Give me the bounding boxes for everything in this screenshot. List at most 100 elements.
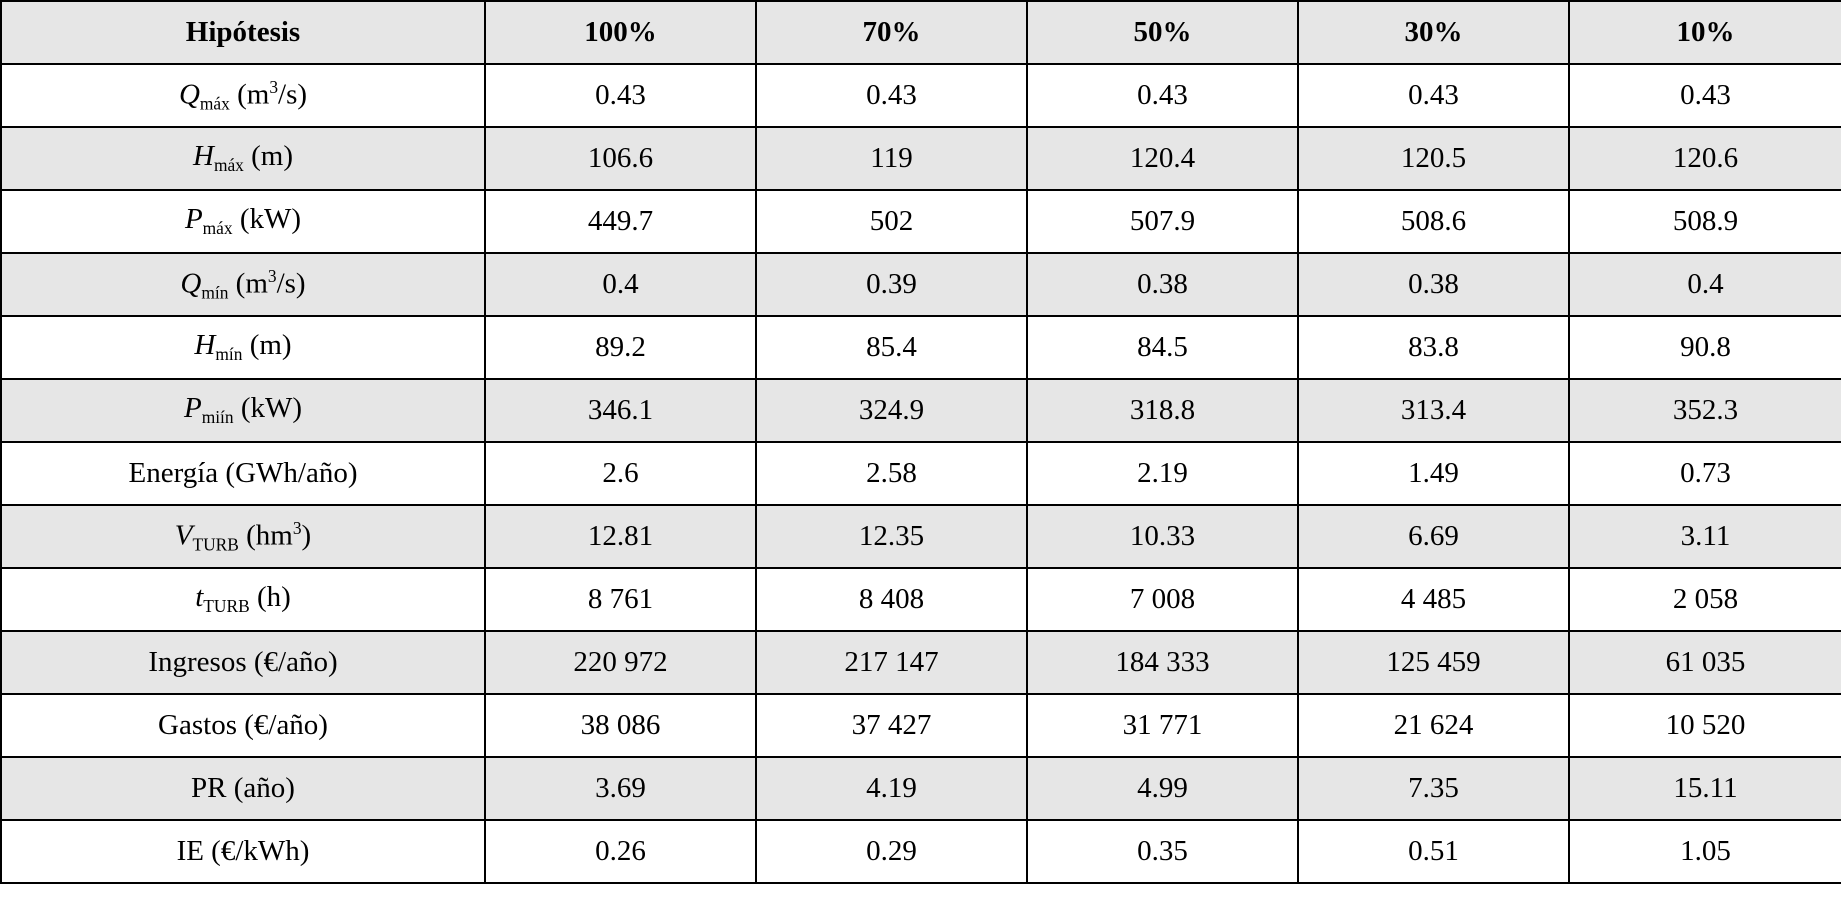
value-cell: 4.99 bbox=[1026, 756, 1299, 821]
value-cell: 38 086 bbox=[484, 693, 757, 758]
label-part: 3 bbox=[269, 76, 279, 97]
value-cell: 8 761 bbox=[484, 567, 757, 632]
value-cell: 0.38 bbox=[1297, 252, 1570, 317]
table-row: Gastos (€/año) 38 086 37 427 31 771 21 624 10… bbox=[0, 693, 1841, 758]
header-cell: 30% bbox=[1297, 0, 1570, 65]
label-part: (m bbox=[228, 267, 268, 300]
row-label: Ingresos (€/año) bbox=[0, 630, 486, 695]
value-cell: 508.6 bbox=[1297, 189, 1570, 254]
table-row: Pmiín (kW) 346.1 324.9 318.8 313.4 352.3 bbox=[0, 378, 1841, 443]
row-label: Pmiín (kW) bbox=[0, 378, 486, 443]
value-cell: 0.51 bbox=[1297, 819, 1570, 884]
label-part: TURB bbox=[203, 596, 250, 617]
value-cell: 2 058 bbox=[1568, 567, 1841, 632]
value-cell: 85.4 bbox=[755, 315, 1028, 380]
label-part: ) bbox=[301, 519, 312, 552]
value-cell: 0.43 bbox=[755, 63, 1028, 128]
value-cell: 184 333 bbox=[1026, 630, 1299, 695]
value-cell: 12.35 bbox=[755, 504, 1028, 569]
header-cell: Hipótesis bbox=[0, 0, 486, 65]
value-cell: 0.38 bbox=[1026, 252, 1299, 317]
header-cell: 50% bbox=[1026, 0, 1299, 65]
value-cell: 7 008 bbox=[1026, 567, 1299, 632]
label-part: máx bbox=[213, 155, 244, 176]
label-part: mín bbox=[215, 344, 243, 365]
row-label: tTURB (h) bbox=[0, 567, 486, 632]
label-part: Q bbox=[178, 78, 200, 111]
label-part: máx bbox=[202, 218, 233, 239]
label-part: P bbox=[184, 203, 203, 236]
value-cell: 15.11 bbox=[1568, 756, 1841, 821]
label-part: Gastos (€/año) bbox=[158, 709, 328, 741]
table-row: IE (€/kWh) 0.26 0.29 0.35 0.51 1.05 bbox=[0, 819, 1841, 884]
label-part: Ingresos (€/año) bbox=[148, 646, 338, 678]
table-row: Hmín (m) 89.2 85.4 84.5 83.8 90.8 bbox=[0, 315, 1841, 380]
label-part: (m bbox=[229, 78, 270, 111]
header-cell: 70% bbox=[755, 0, 1028, 65]
label-part: V bbox=[174, 519, 193, 552]
value-cell: 10 520 bbox=[1568, 693, 1841, 758]
value-cell: 8 408 bbox=[755, 567, 1028, 632]
row-label: IE (€/kWh) bbox=[0, 819, 486, 884]
label-part: /s) bbox=[276, 267, 306, 300]
header-cell: 100% bbox=[484, 0, 757, 65]
row-label: VTURB (hm3) bbox=[0, 504, 486, 569]
value-cell: 106.6 bbox=[484, 126, 757, 191]
value-cell: 352.3 bbox=[1568, 378, 1841, 443]
value-cell: 324.9 bbox=[755, 378, 1028, 443]
value-cell: 83.8 bbox=[1297, 315, 1570, 380]
label-part: (hm bbox=[238, 519, 293, 552]
row-label: Pmáx (kW) bbox=[0, 189, 486, 254]
value-cell: 119 bbox=[755, 126, 1028, 191]
header-cell: 10% bbox=[1568, 0, 1841, 65]
value-cell: 507.9 bbox=[1026, 189, 1299, 254]
value-cell: 0.4 bbox=[1568, 252, 1841, 317]
label-part: IE (€/kWh) bbox=[176, 835, 310, 867]
label-part: (kW) bbox=[232, 203, 302, 236]
table-row: Qmáx (m3/s) 0.43 0.43 0.43 0.43 0.43 bbox=[0, 63, 1841, 128]
value-cell: 89.2 bbox=[484, 315, 757, 380]
row-label: Energía (GWh/año) bbox=[0, 441, 486, 506]
value-cell: 125 459 bbox=[1297, 630, 1570, 695]
label-part: máx bbox=[199, 93, 230, 114]
value-cell: 0.43 bbox=[1297, 63, 1570, 128]
value-cell: 0.29 bbox=[755, 819, 1028, 884]
value-cell: 318.8 bbox=[1026, 378, 1299, 443]
row-label: Qmáx (m3/s) bbox=[0, 63, 486, 128]
value-cell: 2.19 bbox=[1026, 441, 1299, 506]
value-cell: 120.6 bbox=[1568, 126, 1841, 191]
value-cell: 2.6 bbox=[484, 441, 757, 506]
label-part: miín bbox=[201, 407, 234, 428]
header-row: Hipótesis 100% 70% 50% 30% 10% bbox=[0, 0, 1841, 65]
value-cell: 0.43 bbox=[1568, 63, 1841, 128]
label-part: (m) bbox=[242, 329, 292, 362]
value-cell: 4.19 bbox=[755, 756, 1028, 821]
value-cell: 313.4 bbox=[1297, 378, 1570, 443]
label-part: Energía (GWh/año) bbox=[128, 457, 358, 489]
row-label: Hmín (m) bbox=[0, 315, 486, 380]
value-cell: 21 624 bbox=[1297, 693, 1570, 758]
value-cell: 0.26 bbox=[484, 819, 757, 884]
table-row: Pmáx (kW) 449.7 502 507.9 508.6 508.9 bbox=[0, 189, 1841, 254]
row-label: Qmín (m3/s) bbox=[0, 252, 486, 317]
value-cell: 449.7 bbox=[484, 189, 757, 254]
label-part: H bbox=[194, 329, 216, 362]
value-cell: 61 035 bbox=[1568, 630, 1841, 695]
value-cell: 220 972 bbox=[484, 630, 757, 695]
table-row: PR (año) 3.69 4.19 4.99 7.35 15.11 bbox=[0, 756, 1841, 821]
label-part: 3 bbox=[267, 265, 277, 286]
table-row: tTURB (h) 8 761 8 408 7 008 4 485 2 058 bbox=[0, 567, 1841, 632]
label-part: /s) bbox=[278, 78, 308, 111]
row-label: Hmáx (m) bbox=[0, 126, 486, 191]
value-cell: 502 bbox=[755, 189, 1028, 254]
table-row: Ingresos (€/año) 220 972 217 147 184 333 125… bbox=[0, 630, 1841, 695]
table-row: VTURB (hm3) 12.81 12.35 10.33 6.69 3.11 bbox=[0, 504, 1841, 569]
label-part: Q bbox=[180, 267, 202, 300]
value-cell: 31 771 bbox=[1026, 693, 1299, 758]
value-cell: 0.43 bbox=[1026, 63, 1299, 128]
value-cell: 7.35 bbox=[1297, 756, 1570, 821]
value-cell: 0.39 bbox=[755, 252, 1028, 317]
row-label: PR (año) bbox=[0, 756, 486, 821]
value-cell: 3.11 bbox=[1568, 504, 1841, 569]
